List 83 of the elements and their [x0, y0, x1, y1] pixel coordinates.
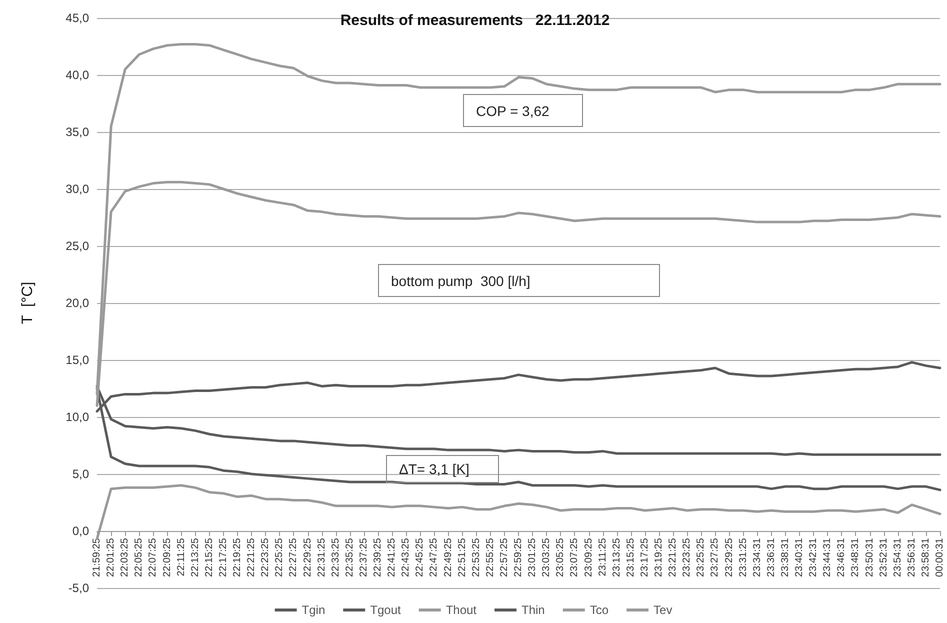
x-tick-label: 22:55:25: [484, 538, 496, 577]
x-tick-label: 23:05:25: [555, 538, 566, 577]
x-tick-label: 22:41:25: [386, 538, 398, 577]
annotation: ΔT= 3,1 [K]: [386, 455, 499, 483]
x-tick-label: 23:48:31: [850, 538, 862, 577]
x-tick-label: 23:13:25: [611, 538, 622, 577]
x-tick-label: 23:09:25: [583, 538, 594, 577]
x-tick-label: 23:50:31: [864, 538, 876, 577]
x-tick-label: 21:59:25: [92, 538, 102, 577]
x-tick-label: 22:53:25: [470, 538, 482, 577]
legend-label: Thin: [522, 603, 545, 617]
x-tick-label: 23:54:31: [892, 538, 904, 577]
x-tick-label: 22:27:25: [288, 538, 300, 577]
x-tick-label: 23:17:25: [639, 538, 650, 577]
x-tick-label: 22:59:25: [513, 538, 524, 577]
x-tick-label: 22:35:25: [344, 538, 356, 577]
x-tick-label: 23:31:25: [738, 538, 749, 577]
x-tick-label: 23:56:31: [906, 538, 918, 577]
x-tick-label: 22:07:25: [148, 538, 159, 577]
x-tick-label: 22:03:25: [120, 538, 131, 577]
annotation: COP = 3,62: [463, 94, 583, 127]
x-tick-label: 22:43:25: [400, 538, 412, 577]
y-tick-label: 25,0: [66, 239, 90, 253]
y-axis-title: T [°C]: [19, 282, 36, 324]
x-tick-label: 23:19:25: [654, 538, 664, 577]
x-tick-label: 23:11:25: [597, 538, 608, 576]
x-tick-label: 23:01:25: [527, 538, 538, 577]
y-tick-label: 20,0: [66, 296, 90, 310]
x-tick-label: 22:39:25: [372, 538, 384, 577]
x-tick-label: 22:45:25: [414, 538, 426, 577]
x-tick-label: 23:34:31: [752, 538, 763, 577]
y-tick-label: 40,0: [66, 68, 90, 82]
x-tick-label: 22:47:25: [428, 538, 440, 577]
x-tick-label: 22:17:25: [218, 538, 229, 577]
y-tick-label: 10,0: [66, 410, 90, 424]
x-tick-label: 22:57:25: [498, 538, 510, 577]
legend-label: Thout: [446, 603, 478, 617]
x-tick-label: 22:21:25: [246, 538, 258, 577]
x-tick-label: 22:05:25: [134, 538, 145, 577]
x-tick-label: 22:37:25: [358, 538, 370, 577]
x-tick-label: 22:09:25: [162, 538, 173, 577]
x-tick-label: 23:27:25: [710, 538, 721, 577]
x-tick-label: 22:51:25: [456, 538, 468, 577]
x-tick-label: 23:03:25: [541, 538, 552, 577]
x-tick-label: 23:38:31: [780, 538, 791, 577]
y-tick-label: 35,0: [66, 125, 90, 139]
annotation: bottom pump 300 [l/h]: [378, 264, 660, 297]
x-tick-label: 22:33:25: [330, 538, 342, 577]
y-tick-label: 45,0: [66, 11, 90, 25]
x-tick-label: 22:19:25: [232, 538, 243, 577]
x-tick-label: 22:25:25: [274, 538, 286, 577]
x-tick-label: 00:00:31: [934, 538, 946, 577]
x-tick-label: 23:40:31: [794, 538, 805, 577]
y-tick-label: -5,0: [68, 581, 90, 595]
x-tick-label: 23:36:31: [766, 538, 777, 577]
y-tick-label: 15,0: [66, 353, 90, 367]
y-tick-label: 30,0: [66, 182, 90, 196]
x-tick-label: 22:15:25: [204, 538, 215, 577]
x-tick-label: 23:52:31: [878, 538, 890, 577]
x-tick-label: 23:58:31: [920, 538, 932, 577]
x-tick-label: 23:29:25: [724, 538, 735, 577]
legend-label: Tgout: [370, 603, 402, 617]
x-tick-label: 23:44:31: [822, 538, 834, 577]
x-tick-label: 23:42:31: [808, 538, 820, 577]
chart-title: Results of measurements 22.11.2012: [340, 12, 610, 29]
x-tick-label: 22:49:25: [442, 538, 454, 577]
legend-label: Tgin: [302, 603, 326, 617]
x-tick-label: 23:15:25: [625, 538, 636, 577]
x-tick-label: 22:29:25: [302, 538, 314, 577]
x-tick-label: 22:01:25: [106, 538, 117, 577]
x-tick-label: 22:23:25: [260, 538, 272, 577]
y-tick-label: 0,0: [72, 524, 90, 538]
legend-label: Tco: [590, 603, 609, 617]
x-tick-label: 23:46:31: [836, 538, 848, 577]
x-tick-label: 23:25:25: [696, 538, 707, 577]
y-tick-label: 5,0: [72, 467, 90, 481]
x-tick-label: 22:11:25: [176, 538, 187, 576]
x-tick-label: 23:07:25: [569, 538, 580, 577]
legend-label: Tev: [654, 603, 672, 617]
x-tick-label: 22:13:25: [190, 538, 201, 577]
x-tick-label: 23:21:25: [668, 538, 679, 577]
x-tick-label: 22:31:25: [316, 538, 328, 577]
x-tick-label: 23:23:25: [682, 538, 693, 577]
